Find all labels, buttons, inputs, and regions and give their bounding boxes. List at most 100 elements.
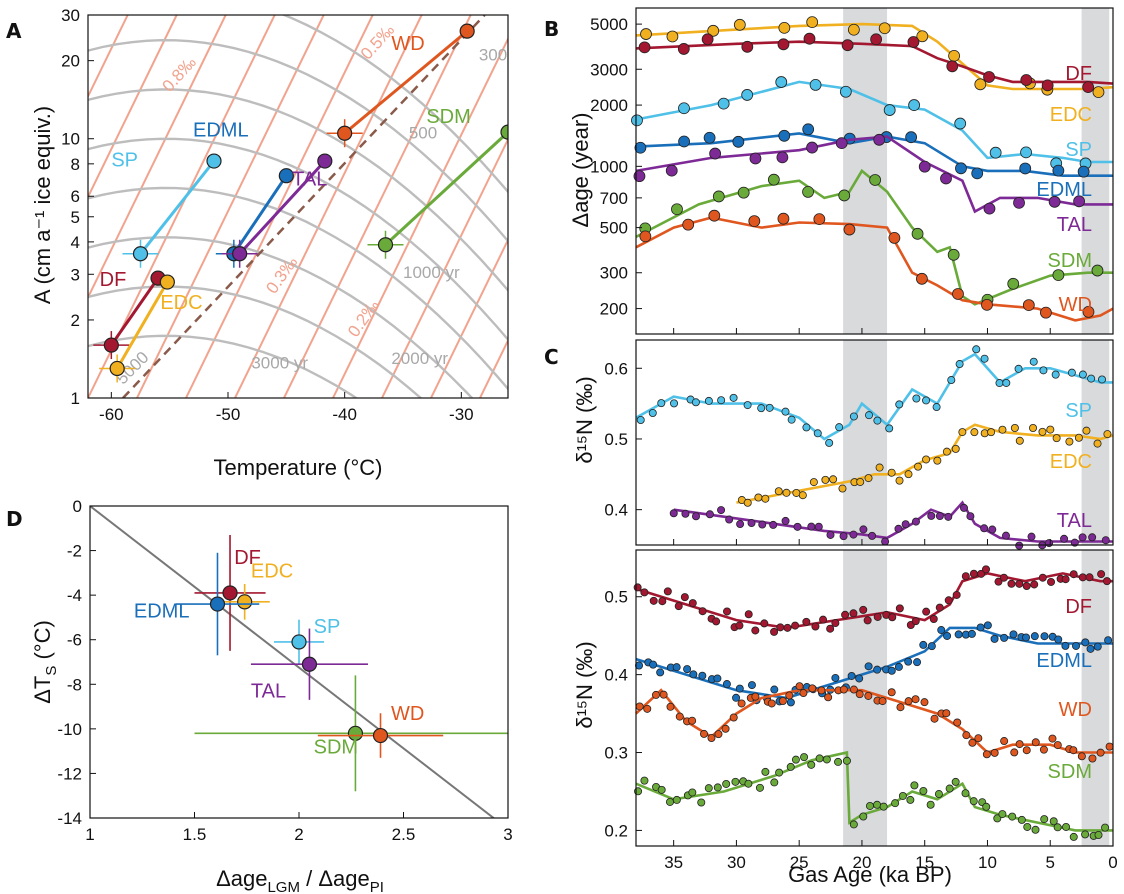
y-tick-label: 20 [61,52,80,71]
data-point-df [674,602,683,611]
data-point-edc [887,468,896,477]
data-point-edc [1046,425,1055,434]
data-point-sdm [1101,823,1110,832]
data-point-df [1082,81,1095,94]
panel-c-letter: C [544,345,559,369]
panel-b-letter: B [544,17,559,41]
data-point-tal [927,511,936,520]
data-point-sp [775,76,788,88]
point-lgm-sdm [377,237,394,253]
data-point-edml [1061,641,1070,650]
data-point-sp [678,102,690,115]
data-point-sdm [898,791,907,800]
data-point-df [961,572,970,581]
data-point-edc [1029,423,1038,432]
data-point-sdm [1008,812,1017,821]
data-point-tal [709,147,722,160]
data-point-sdm [665,797,674,806]
data-point-edc [942,447,951,456]
point-edml [209,596,226,612]
x-tick-label: 0 [1108,853,1117,872]
series-line-df [110,277,160,346]
data-point-tal [769,520,778,529]
accumulation-isoline [88,15,129,99]
point-sdm [347,725,364,741]
data-point-tal [665,164,678,177]
panel-d-ylabel-sub: S [43,666,60,676]
data-point-tal [940,172,952,185]
data-point-wd [1022,746,1031,755]
panel-d-xlabel-b-sub: PI [370,879,384,894]
data-point-df [712,617,721,626]
data-point-wd [1105,742,1114,751]
data-point-sp [873,416,882,425]
data-point-sdm [822,755,831,764]
data-point-edc [987,428,996,437]
data-point-edc [875,463,884,472]
data-point-edml [887,666,896,675]
data-point-sdm [657,785,666,794]
y-tick-label: -10 [57,720,82,739]
data-point-edc [829,475,838,484]
data-point-tal [983,202,996,215]
series-line-sp [139,160,216,255]
panel-a-frame [87,14,509,399]
series-label-sp: SP [1065,139,1092,161]
data-point-df [1022,582,1031,591]
data-point-sdm [1040,815,1049,824]
data-point-wd [843,223,856,236]
data-point-tal [725,515,734,524]
data-point-df [1038,573,1047,582]
data-point-sdm [849,820,858,829]
x-tick-label: -50 [216,405,241,424]
y-tick-label: -8 [67,675,82,694]
data-point-edc [895,476,904,485]
series-label-tal: TAL [1057,510,1092,532]
data-point-tal [935,512,944,521]
data-point-wd [952,288,964,300]
x-tick-label: 5 [1046,853,1055,872]
data-point-edc [640,28,652,40]
data-point-df [911,617,920,626]
data-point-tal [633,170,646,183]
point-pi-wd [459,23,475,39]
data-point-tal [747,519,756,528]
data-point-edc [1093,439,1102,448]
data-point-wd [737,699,746,708]
panel-frame [635,7,1114,335]
data-point-wd [1082,306,1095,318]
data-point-tal [758,520,767,529]
data-point-df [658,597,667,606]
data-point-wd [748,215,761,228]
data-point-sp [1029,357,1038,366]
data-point-sdm [1094,831,1103,840]
x-tick-label: -60 [99,405,124,424]
panel-d-ylabel-main: ΔT [30,676,55,704]
data-point-edml [831,673,840,682]
accumulation-isoline [283,15,472,398]
point-lgm-df [103,337,119,353]
data-point-tal [1015,541,1024,550]
data-point-sp [995,379,1004,388]
data-point-sp [1051,370,1060,379]
y-tick-label: 2 [71,311,80,330]
data-point-tal [849,530,858,539]
isoline-label: 0.2‰ [344,296,383,340]
data-point-edml [802,123,815,136]
fit-line [90,506,496,818]
data-point-df [1097,570,1106,579]
data-point-sdm [731,777,740,786]
data-point-sp [813,429,822,438]
data-point-edml [927,642,936,651]
data-point-edml [732,135,745,148]
x-tick-label: 3 [503,825,512,844]
data-point-sdm [704,784,713,793]
data-point-sdm [815,754,824,763]
y-tick-label: 0 [73,497,82,516]
data-point-wd [751,692,760,701]
data-point-tal [736,520,745,529]
data-point-edml [735,684,744,693]
data-point-tal [1078,533,1087,542]
data-point-edml [943,631,952,640]
